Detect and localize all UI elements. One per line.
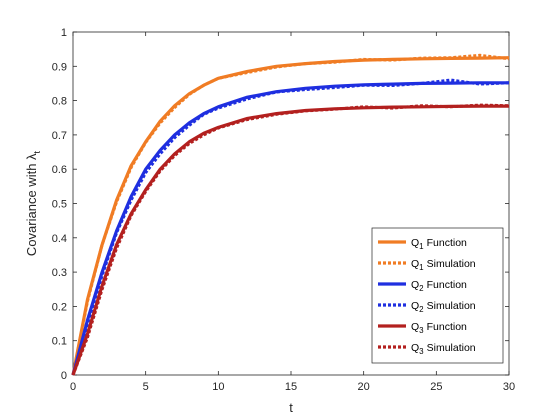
legend-entry-label: Q3 Function: [411, 321, 467, 335]
x-tick-label: 10: [212, 381, 224, 393]
legend-label-rest: Simulation: [427, 300, 476, 312]
legend-label-subscript: 2: [419, 284, 424, 293]
x-tick-label: 5: [143, 381, 149, 393]
legend-entry-label: Q3 Simulation: [411, 342, 476, 356]
legend-box: [371, 227, 504, 364]
series-line-q1-simulation: [71, 53, 510, 376]
legend-label-rest: Simulation: [427, 342, 476, 354]
legend-label-main: Q: [411, 321, 419, 333]
y-tick-label: 0.5: [52, 199, 67, 211]
legend-label-main: Q: [411, 258, 419, 270]
y-tick-label: 0: [61, 370, 67, 382]
x-tick-label: 0: [70, 381, 76, 393]
series-lines: [71, 53, 510, 376]
legend-entry-label: Q2 Simulation: [411, 300, 476, 314]
y-tick-label: 0.9: [52, 61, 67, 73]
y-tick-label: 0.4: [52, 233, 67, 245]
x-tick-label: 20: [358, 381, 370, 393]
y-tick-label: 0.7: [52, 130, 67, 142]
legend-entry-label: Q1 Function: [411, 237, 467, 251]
y-tick-label: 0.1: [52, 336, 67, 348]
axis-ticks: 0 5 10 15 20 25 30 0 0.1 0.2 0.3 0.4 0.5 0.6 0.7 0.8 0.9…: [52, 27, 515, 393]
x-tick-label: 30: [503, 381, 515, 393]
y-axis-label: Covariance with λt: [24, 150, 42, 256]
legend-label-subscript: 3: [419, 326, 424, 335]
legend-label-main: Q: [411, 342, 419, 354]
legend-label-main: Q: [411, 237, 419, 249]
legend-label-subscript: 1: [419, 242, 424, 251]
legend-entry-label: Q1 Simulation: [411, 258, 476, 272]
legend-label-rest: Simulation: [427, 258, 476, 270]
legend-label-subscript: 3: [419, 347, 424, 356]
legend-label-main: Q: [411, 300, 419, 312]
legend-label-main: Q: [411, 279, 419, 291]
legend-label-subscript: 2: [419, 305, 424, 314]
series-line-q2-simulation: [71, 78, 510, 376]
legend-entry-label: Q2 Function: [411, 279, 467, 293]
y-axis-label-main: Covariance with λ: [24, 153, 39, 256]
legend-label-rest: Function: [427, 279, 467, 291]
x-tick-label: 15: [285, 381, 297, 393]
x-tick-label: 25: [430, 381, 442, 393]
x-axis-label: t: [289, 400, 293, 415]
y-tick-label: 0.8: [52, 96, 67, 108]
y-axis-label-subscript: t: [32, 150, 42, 153]
y-tick-label: 1: [61, 27, 67, 39]
series-line-q3-simulation: [71, 103, 510, 376]
legend-label-subscript: 1: [419, 263, 424, 272]
legend-label-rest: Function: [427, 237, 467, 249]
y-tick-label: 0.3: [52, 267, 67, 279]
legend-label-rest: Function: [427, 321, 467, 333]
y-tick-label: 0.6: [52, 164, 67, 176]
y-tick-label: 0.2: [52, 301, 67, 313]
